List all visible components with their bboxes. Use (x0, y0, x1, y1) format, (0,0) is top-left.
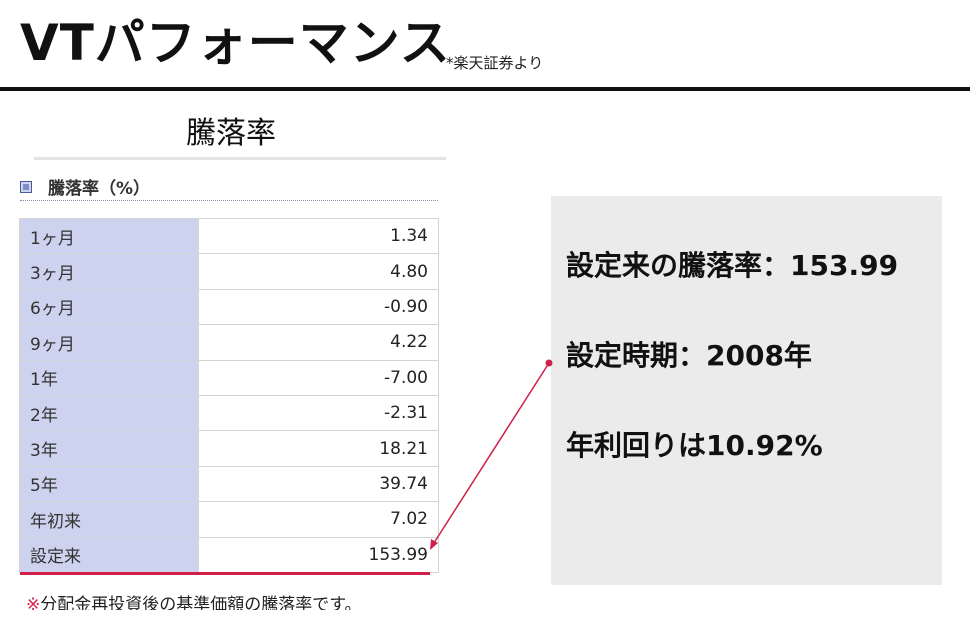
callout-line-annual-yield: 年利回りは10.92% (566, 429, 823, 462)
table-row-since-inception: 設定来 153.99 (19, 536, 439, 573)
return-value: 4.22 (198, 324, 439, 361)
square-bullet-icon (20, 180, 32, 193)
footnote-text: 分配金再投資後の基準価額の騰落率です。 (40, 595, 362, 610)
table-row: 2年 -2.31 (19, 394, 439, 432)
footnote: ※分配金再投資後の基準価額の騰落率です。 (26, 590, 362, 610)
period-label: 3ヶ月 (19, 253, 199, 290)
arrowhead-icon (430, 539, 438, 550)
performance-table: 1ヶ月 1.34 3ヶ月 4.80 6ヶ月 -0.90 9ヶ月 4.22 1年 … (19, 217, 439, 573)
callout-box (551, 196, 942, 585)
return-value: 39.74 (198, 465, 439, 503)
return-value: 153.99 (198, 536, 439, 573)
source-note: *楽天証券より (446, 54, 544, 72)
table-caption: 騰落率（%） (20, 174, 150, 199)
table-caption-text: 騰落率（%） (48, 179, 151, 199)
return-value: -2.31 (198, 394, 439, 432)
return-value: 7.02 (198, 501, 439, 538)
period-label: 9ヶ月 (19, 324, 199, 361)
return-value: -7.00 (198, 359, 439, 396)
period-label: 2年 (19, 394, 199, 432)
table-row: 3年 18.21 (19, 430, 439, 467)
connector-dot (545, 359, 553, 367)
period-label: 1ヶ月 (19, 217, 199, 255)
highlight-underline (20, 572, 430, 575)
period-label: 年初来 (19, 501, 199, 538)
table-row: 5年 39.74 (19, 465, 439, 503)
return-value: 18.21 (198, 430, 439, 467)
callout-line-inception: 設定時期：2008年 (566, 339, 812, 372)
reference-mark: ※ (26, 595, 41, 610)
page-title: VTパフォーマンス (20, 14, 451, 72)
period-label: 設定来 (19, 536, 199, 573)
period-label: 1年 (19, 359, 199, 396)
period-label: 6ヶ月 (19, 288, 199, 326)
return-value: 4.80 (198, 253, 439, 290)
table-row: 年初来 7.02 (19, 501, 439, 538)
table-row: 6ヶ月 -0.90 (19, 288, 439, 326)
table-row: 3ヶ月 4.80 (19, 253, 439, 290)
caption-dotted-divider (20, 200, 438, 201)
return-value: -0.90 (198, 288, 439, 326)
connector-line (431, 362, 550, 547)
table-row: 1ヶ月 1.34 (19, 217, 439, 255)
table-row: 1年 -7.00 (19, 359, 439, 396)
period-label: 5年 (19, 465, 199, 503)
callout-line-total-return: 設定来の騰落率：153.99 (566, 249, 899, 282)
section-heading: 騰落率 (186, 116, 276, 151)
title-divider (0, 87, 970, 91)
section-divider (34, 157, 446, 160)
table-row: 9ヶ月 4.22 (19, 324, 439, 361)
period-label: 3年 (19, 430, 199, 467)
